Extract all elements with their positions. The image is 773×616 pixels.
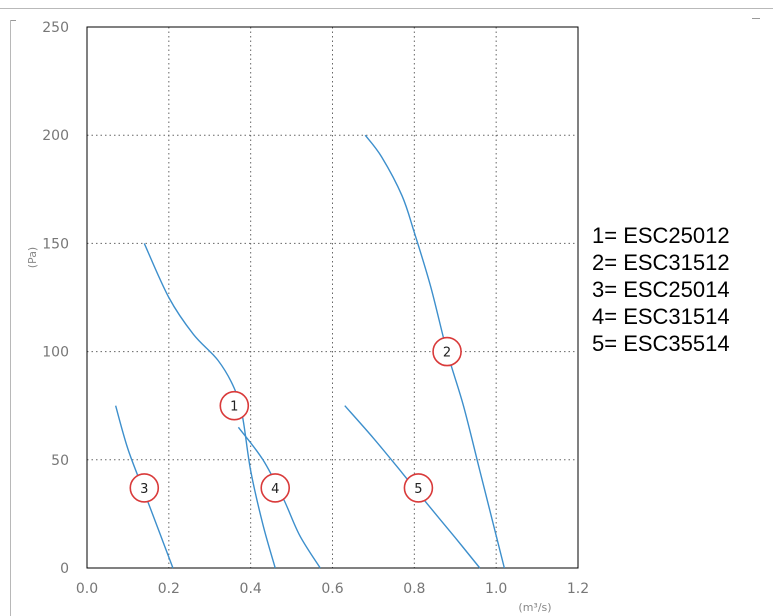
series-marker-label-2: 2 <box>443 346 451 361</box>
y-tick-label: 100 <box>42 345 69 361</box>
series-line-2 <box>364 134 506 569</box>
y-tick-label: 0 <box>60 561 69 577</box>
legend-item-2: 2= ESC31512 <box>592 250 730 275</box>
series-marker-1 <box>219 390 250 421</box>
left-corner-tick <box>10 20 16 21</box>
x-tick-label: 0.8 <box>403 581 425 597</box>
series-marker-3 <box>129 473 160 503</box>
legend-item-5: 5= ESC35514 <box>592 331 730 356</box>
series-marker-4 <box>260 473 291 503</box>
x-tick-label: 1.2 <box>567 581 589 597</box>
legend-item-4: 4= ESC31514 <box>592 304 730 329</box>
grid <box>87 27 578 568</box>
y-tick-label: 150 <box>42 236 69 252</box>
x-tick-label: 1.0 <box>485 581 507 597</box>
y-tick-label: 50 <box>51 453 69 469</box>
legend-item-3: 3= ESC25014 <box>592 277 730 302</box>
x-axis-label: (m³/s) <box>518 601 551 614</box>
series-marker-5 <box>403 473 434 503</box>
series-marker-label-4: 4 <box>271 482 279 497</box>
left-border-line <box>10 20 11 616</box>
y-axis-label: (Pa) <box>26 247 39 268</box>
x-tick-label: 0.2 <box>158 581 180 597</box>
y-tick-label: 250 <box>42 20 69 36</box>
tick-labels: 0.0 0.2 0.4 0.6 0.8 1.0 1.2 0 50 100 150 200 250 <box>42 20 589 597</box>
x-tick-label: 0.6 <box>321 581 343 597</box>
x-tick-label: 0.0 <box>76 581 98 597</box>
series-marker-label-5: 5 <box>414 482 422 497</box>
series-line-1 <box>143 243 276 569</box>
series-marker-label-1: 1 <box>230 400 238 415</box>
legend-item-1: 1= ESC25012 <box>592 223 730 248</box>
top-border-line <box>0 8 773 9</box>
series-markers: 1 2 3 4 5 <box>129 336 462 503</box>
y-tick-label: 200 <box>42 128 69 144</box>
legend: 1= ESC25012 2= ESC31512 3= ESC25014 4= E… <box>592 222 730 357</box>
series-marker-label-3: 3 <box>140 482 148 497</box>
plot-frame <box>86 26 579 569</box>
x-tick-label: 0.4 <box>240 581 262 597</box>
series-marker-2 <box>432 336 462 367</box>
right-corner-tick <box>752 18 760 19</box>
